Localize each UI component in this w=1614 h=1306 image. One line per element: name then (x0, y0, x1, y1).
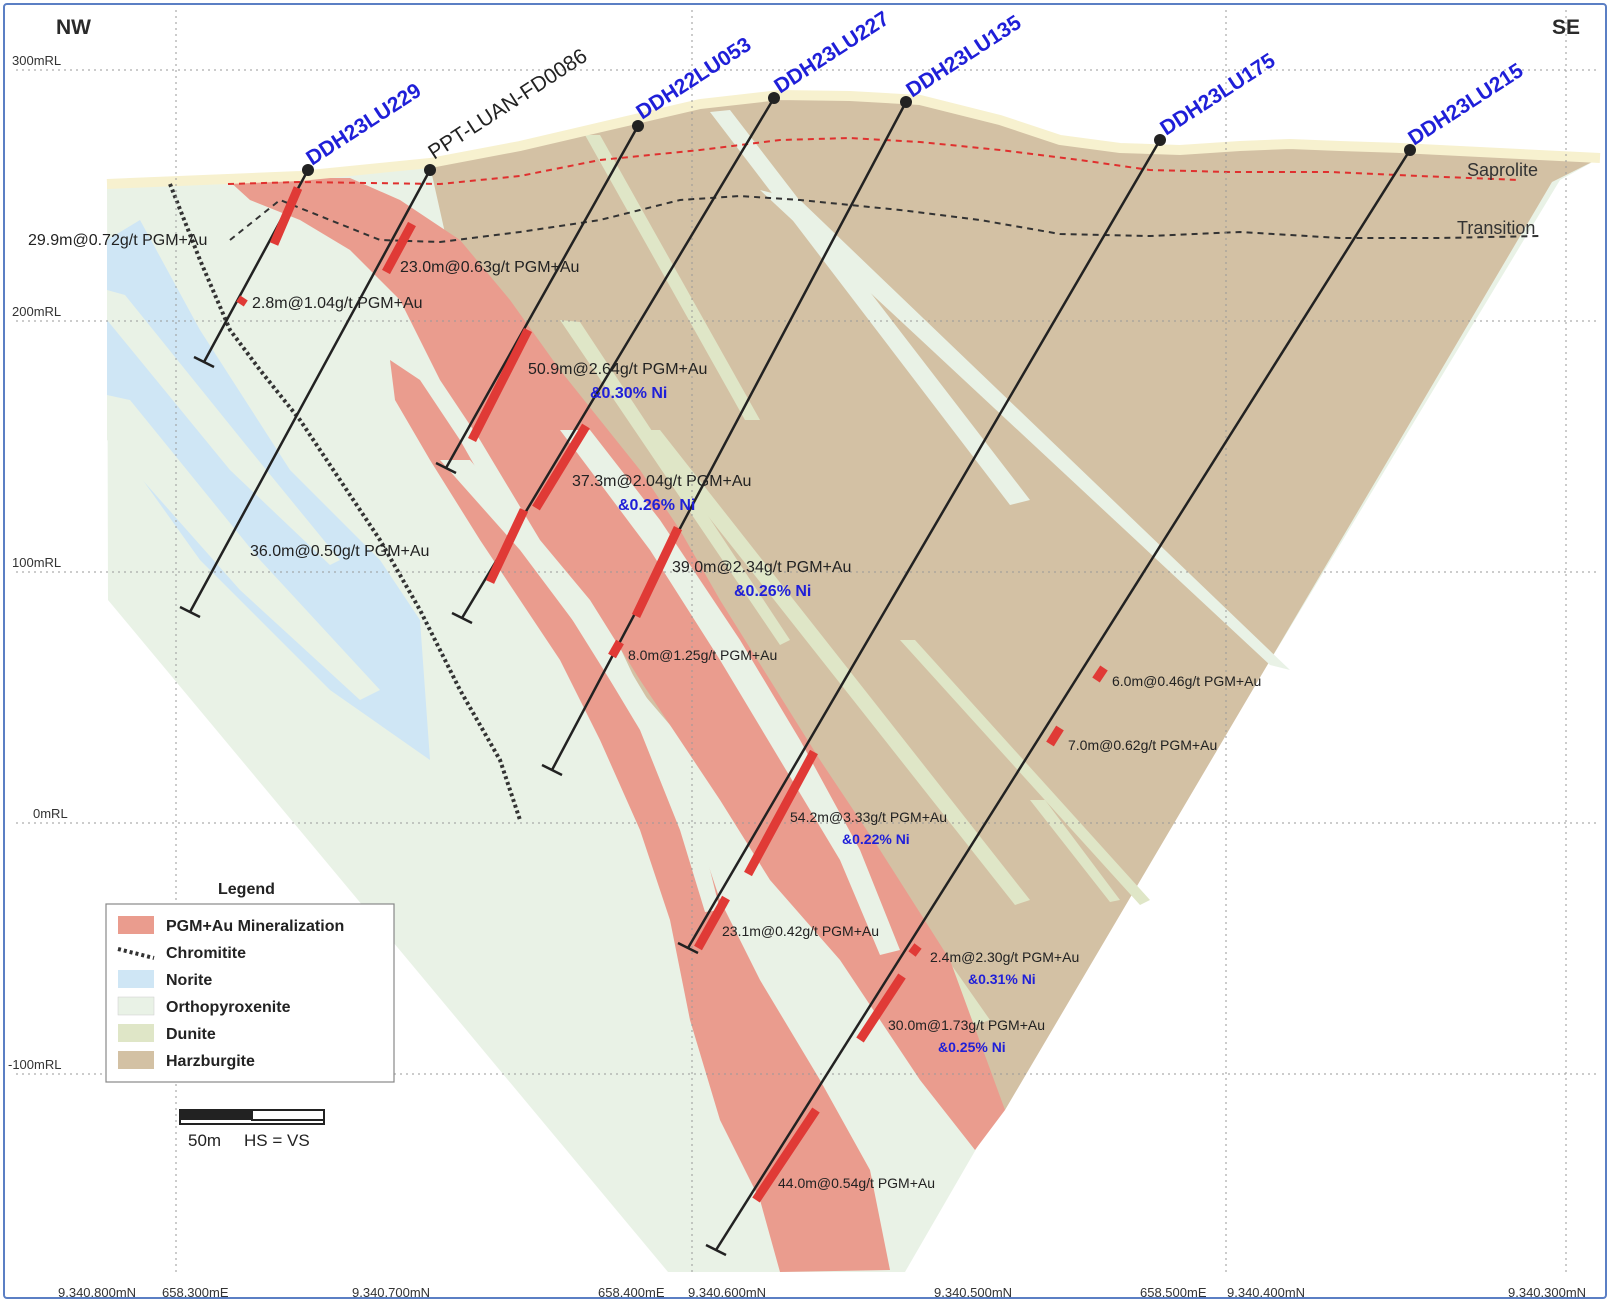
dunite-lens (1030, 800, 1120, 902)
intercept-ni-label: &0.31% Ni (968, 971, 1036, 987)
intercept-ni-label: &0.26% Ni (618, 497, 695, 514)
intercept-label: 44.0m@0.54g/t PGM+Au (778, 1175, 935, 1191)
chromitite-seam (168, 183, 522, 821)
legend: Legend PGM+Au Mineralization Chromitite … (105, 881, 395, 1083)
elevation-label-300: 300mRL (12, 53, 61, 68)
legend-swatch-harzburgite (118, 1051, 154, 1069)
legend-swatch-norite (118, 970, 154, 988)
orthopyroxenite-parting (560, 430, 900, 955)
intercept-ni-label: &0.22% Ni (842, 831, 910, 847)
intercept-label: 37.3m@2.04g/t PGM+Au (572, 473, 751, 490)
intercept-label: 30.0m@1.73g/t PGM+Au (888, 1017, 1045, 1033)
drillhole-end-ticks (179, 355, 727, 1257)
intercept-label: 7.0m@0.62g/t PGM+Au (1068, 737, 1217, 753)
legend-swatch-orthopyroxenite (117, 996, 155, 1016)
intercept-ni-label: &0.25% Ni (938, 1039, 1006, 1055)
transition-label: Transition (1457, 218, 1535, 238)
direction-nw: NW (56, 16, 91, 39)
bottom-label: 9.340.700mN (352, 1285, 430, 1300)
dunite-lens (640, 430, 1030, 905)
intercept-label: 50.9m@2.64g/t PGM+Au (528, 361, 707, 378)
legend-item: Orthopyroxenite (166, 999, 291, 1016)
scale-bar-label: 50m (188, 1131, 221, 1150)
intercept-label: 2.4m@2.30g/t PGM+Au (930, 949, 1079, 965)
bottom-label: 9.340.500mN (934, 1285, 1012, 1300)
intercept-label: 6.0m@0.46g/t PGM+Au (1112, 673, 1261, 689)
dunite-lens (585, 135, 760, 420)
legend-item: Norite (166, 972, 212, 989)
elevation-label-200: 200mRL (12, 304, 61, 319)
intercept-label: 8.0m@1.25g/t PGM+Au (628, 647, 777, 663)
intercept-label: 23.1m@0.42g/t PGM+Au (722, 923, 879, 939)
drillhole-label-ddh23lu229: DDH23LU229 (302, 79, 425, 170)
mineralization-main (228, 178, 1005, 1150)
intercept-label: 54.2m@3.33g/t PGM+Au (790, 809, 947, 825)
norite-band-orthopyroxenite-strip (107, 395, 380, 700)
orthopyroxenite-parting (440, 460, 720, 912)
legend-swatch-chromitite (117, 947, 155, 960)
drillhole-traces (188, 97, 1412, 1251)
intercept-label: 29.9m@0.72g/t PGM+Au (28, 232, 207, 249)
saprolite-label: Saprolite (1467, 160, 1538, 180)
scale-bar-note: HS = VS (244, 1131, 310, 1150)
intercept-label: 36.0m@0.50g/t PGM+Au (250, 543, 429, 560)
norite-band-orthopyroxenite-strip (107, 290, 340, 565)
intercept-ni-label: &0.30% Ni (590, 385, 667, 402)
topographic-surface (106, 89, 1601, 189)
drillhole-label-ddh23lu215: DDH23LU215 (1404, 59, 1527, 150)
elevation-label-minus100: -100mRL (8, 1057, 61, 1072)
bottom-label: 658.500mE (1140, 1285, 1207, 1300)
drillhole-label-ddh23lu227: DDH23LU227 (770, 7, 893, 98)
intercept-label: 2.8m@1.04g/t PGM+Au (252, 295, 423, 312)
bottom-label: 9.340.400mN (1227, 1285, 1305, 1300)
direction-se: SE (1552, 16, 1580, 39)
legend-title: Legend (218, 881, 275, 898)
dunite-lens (560, 320, 790, 645)
scale-bar: 50m HS = VS (179, 1109, 325, 1150)
harzburgite-area (430, 95, 1600, 1110)
elevation-label-100: 100mRL (12, 555, 61, 570)
legend-swatch-dunite (118, 1024, 154, 1042)
drillhole-collars (302, 92, 1416, 176)
bottom-label: 9.340.800mN (58, 1285, 136, 1300)
dunite-lens (900, 640, 1150, 905)
mineralization-splay (390, 360, 890, 1272)
bottom-label: 9.340.600mN (688, 1285, 766, 1300)
legend-item: Harzburgite (166, 1053, 255, 1070)
bottom-label: 658.300mE (162, 1285, 229, 1300)
bottom-label: 658.400mE (598, 1285, 665, 1300)
drillhole-label-ddh23lu175: DDH23LU175 (1156, 49, 1279, 140)
elevation-label-0: 0mRL (33, 806, 68, 821)
intercept-ni-label: &0.26% Ni (734, 583, 811, 600)
legend-item: PGM+Au Mineralization (166, 918, 344, 935)
transition-boundary (229, 194, 1541, 244)
grid (16, 10, 1600, 1275)
intercept-label: 23.0m@0.63g/t PGM+Au (400, 259, 579, 276)
bottom-label: 9.340.300mN (1508, 1285, 1586, 1300)
legend-item: Chromitite (166, 945, 246, 962)
intercept-bars (236, 186, 1108, 1203)
drillhole-label-ddh23lu135: DDH23LU135 (902, 11, 1025, 102)
legend-item: Dunite (166, 1026, 216, 1043)
intercept-label: 39.0m@2.34g/t PGM+Au (672, 559, 851, 576)
legend-swatch-mineralization (118, 916, 154, 934)
